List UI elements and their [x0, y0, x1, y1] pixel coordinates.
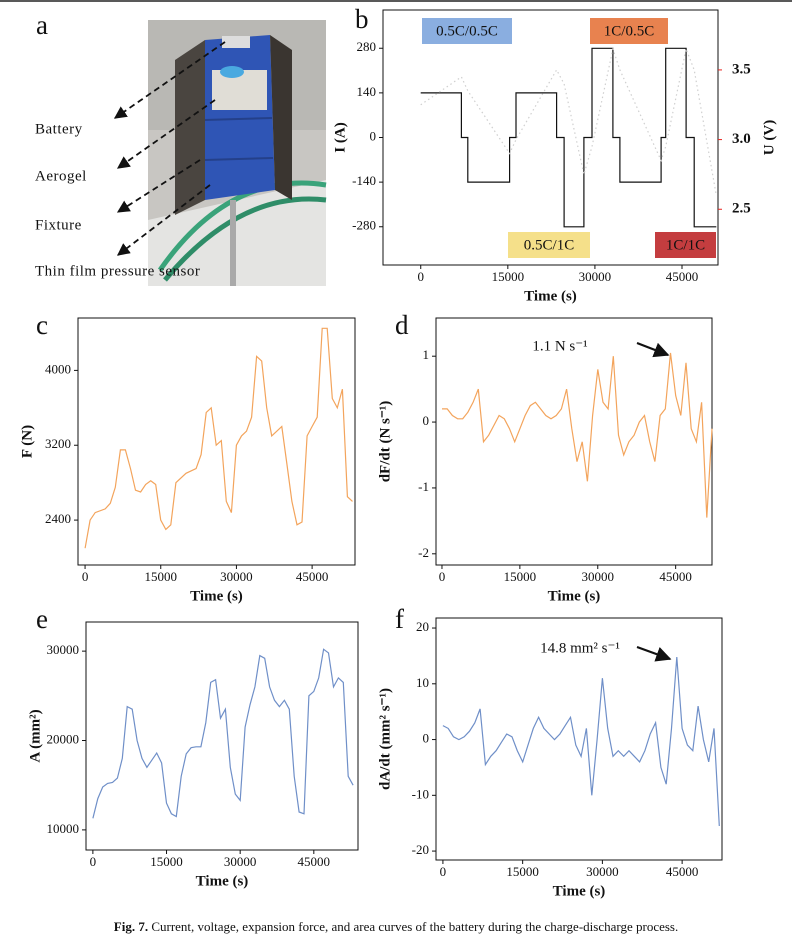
y-tick-label: -140	[352, 173, 376, 188]
data-line	[442, 352, 713, 518]
y-tick-label: -280	[352, 218, 376, 233]
y-tick-label: 2400	[45, 511, 71, 526]
peak-annotation: 14.8 mm² s⁻¹	[540, 640, 620, 656]
y-tick-label: 0	[370, 128, 377, 143]
y-tick-label: 0	[423, 731, 430, 746]
x-tick-label: 30000	[582, 569, 615, 584]
y-tick-label: 20	[416, 619, 429, 634]
x-tick-label: 30000	[586, 864, 619, 879]
x-axis-label: Time (s)	[524, 288, 577, 304]
caption-text: Current, voltage, expansion force, and a…	[151, 919, 678, 934]
x-tick-label: 0	[439, 569, 446, 584]
y-tick-label: 3200	[45, 436, 71, 451]
x-tick-label: 30000	[224, 854, 257, 869]
y-tick-label: 30000	[47, 642, 80, 657]
y-tick-label: 10	[416, 675, 429, 690]
y2-tick-label: 3.5	[732, 61, 751, 77]
panel-letter: c	[36, 310, 48, 340]
x-tick-label: 15000	[506, 864, 539, 879]
y-tick-label: 0	[423, 413, 430, 428]
x-tick-label: 0	[417, 269, 424, 284]
x-axis-label: Time (s)	[548, 588, 601, 604]
x-tick-label: 0	[82, 569, 89, 584]
panel-letter: f	[395, 604, 404, 634]
y-tick-label: -20	[412, 842, 429, 857]
photo-label: Thin film pressure sensor	[35, 263, 200, 279]
condition-label: 0.5C/1C	[524, 237, 574, 253]
x-tick-label: 15000	[144, 569, 177, 584]
y-tick-label: 20000	[47, 731, 80, 746]
x-axis-label: Time (s)	[190, 588, 243, 604]
y2-tick-label: 3.0	[732, 131, 751, 147]
caption-label: Fig. 7.	[114, 919, 148, 934]
panel-letter: a	[36, 10, 48, 40]
x-axis-label: Time (s)	[553, 883, 606, 899]
y2-axis-label: U (V)	[761, 120, 777, 155]
condition-label: 0.5C/0.5C	[436, 23, 498, 39]
data-line	[84, 327, 353, 549]
y-tick-label: 4000	[45, 361, 71, 376]
photo-label: Battery	[35, 121, 83, 137]
x-tick-label: 45000	[666, 864, 699, 879]
x-tick-label: 15000	[504, 569, 537, 584]
data-line	[92, 648, 354, 819]
x-tick-label: 45000	[666, 269, 699, 284]
y-axis-label: dF/dt (N s⁻¹)	[377, 401, 393, 483]
y-axis-label: F (N)	[19, 425, 35, 458]
data-line	[442, 656, 720, 827]
y-tick-label: -1	[418, 479, 429, 494]
y-axis-label: dA/dt (mm² s⁻¹)	[377, 688, 393, 790]
battery-photo	[148, 20, 327, 286]
annotation-arrow	[636, 645, 672, 662]
y-tick-label: 140	[357, 84, 377, 99]
x-tick-label: 45000	[296, 569, 329, 584]
y-tick-label: -10	[412, 786, 429, 801]
caption: Fig. 7. Current, voltage, expansion forc…	[114, 919, 678, 934]
condition-box	[422, 18, 512, 44]
data-line	[420, 47, 717, 228]
annotation-arrow	[636, 341, 670, 358]
panel-letter: e	[36, 604, 48, 634]
plot-frame	[435, 617, 723, 861]
plot-frame	[77, 317, 356, 566]
callout-arrows	[113, 41, 226, 256]
condition-box	[655, 232, 716, 258]
y-axis-label: I (A)	[332, 122, 348, 152]
x-tick-label: 15000	[150, 854, 183, 869]
y-axis-label: A (mm²)	[27, 709, 43, 762]
y2-tick-label: 2.5	[732, 201, 751, 217]
x-tick-label: 45000	[659, 569, 692, 584]
condition-label: 1C/1C	[666, 237, 705, 253]
y-tick-label: 1	[423, 347, 430, 362]
x-tick-label: 30000	[220, 569, 253, 584]
y-tick-label: 10000	[47, 821, 80, 836]
data-line	[420, 46, 717, 196]
x-tick-label: 30000	[579, 269, 612, 284]
condition-box	[508, 232, 590, 258]
y-tick-label: 280	[357, 39, 377, 54]
plot-frame	[435, 317, 713, 566]
x-tick-label: 45000	[298, 854, 331, 869]
photo-label: Fixture	[35, 217, 82, 233]
x-tick-label: 0	[440, 864, 447, 879]
panel-letter: d	[395, 310, 409, 340]
condition-label: 1C/0.5C	[604, 23, 654, 39]
y-tick-label: -2	[418, 545, 429, 560]
x-tick-label: 0	[90, 854, 97, 869]
plot-frame	[85, 621, 359, 851]
condition-box	[590, 18, 668, 44]
x-tick-label: 15000	[492, 269, 525, 284]
peak-annotation: 1.1 N s⁻¹	[532, 338, 587, 354]
photo-label: Aerogel	[35, 168, 87, 184]
panel-letter: b	[355, 4, 369, 34]
x-axis-label: Time (s)	[196, 873, 249, 889]
